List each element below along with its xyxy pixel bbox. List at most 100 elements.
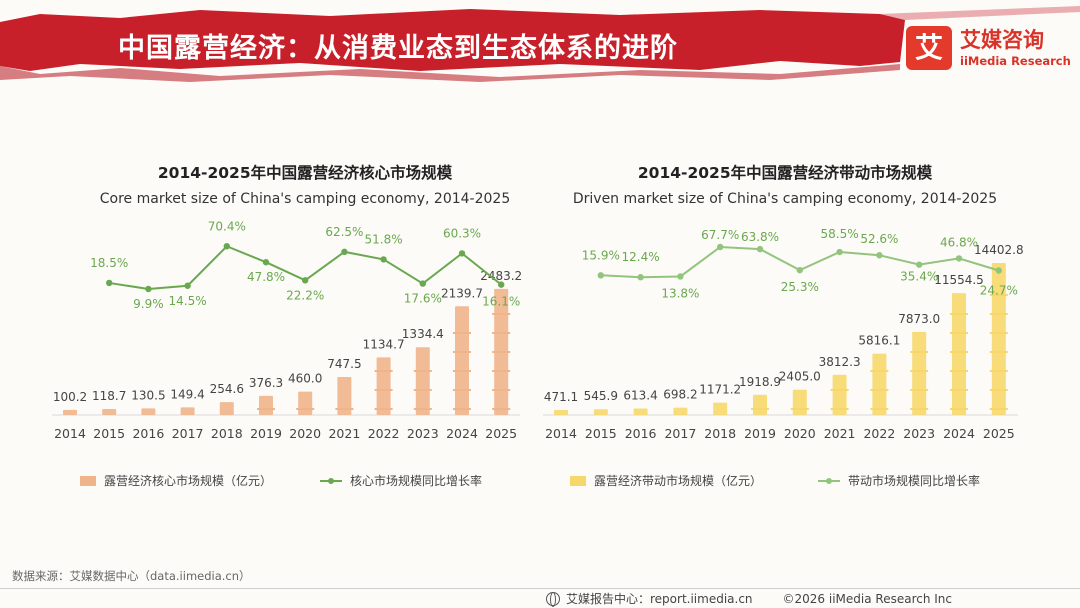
driven-bar xyxy=(673,407,688,415)
driven-value-label: 1171.2 xyxy=(699,383,741,397)
core-x-tick-label: 2014 xyxy=(54,426,86,441)
driven-bar xyxy=(952,293,966,415)
core-value-label: 1334.4 xyxy=(402,327,444,341)
core-value-label: 460.0 xyxy=(288,372,322,386)
driven-rate-point xyxy=(717,243,724,251)
core-x-tick-label: 2025 xyxy=(485,426,517,441)
core-rate-point xyxy=(498,281,505,288)
driven-value-label: 698.2 xyxy=(663,388,697,402)
driven-rate-label: 13.8% xyxy=(661,286,699,300)
driven-value-label: 11554.5 xyxy=(934,273,984,287)
driven-bar xyxy=(912,331,927,415)
core-bar xyxy=(455,306,469,415)
driven-rate-point xyxy=(756,245,764,253)
core-x-tick-label: 2021 xyxy=(328,426,360,441)
driven-rate-point xyxy=(995,267,1002,274)
core-bar xyxy=(298,391,313,415)
core-rate-point xyxy=(380,256,387,263)
core-rate-point xyxy=(302,277,309,284)
driven-rate-label: 46.8% xyxy=(940,235,978,249)
title-banner xyxy=(0,6,1080,82)
driven-value-label: 5816.1 xyxy=(858,334,900,348)
driven-rate-point xyxy=(876,252,883,259)
driven-chart-subtitle: Driven market size of China's camping ec… xyxy=(572,191,998,207)
core-rate-label: 62.5% xyxy=(325,225,363,239)
driven-bar xyxy=(593,409,608,415)
legend-driven-line: 带动市场规模同比增长率 xyxy=(818,472,980,489)
core-bar xyxy=(415,347,430,415)
driven-x-tick-label: 2019 xyxy=(744,426,776,441)
driven-value-label: 14402.8 xyxy=(974,243,1024,257)
driven-x-tick-label: 2025 xyxy=(983,426,1015,441)
legend-core-bar: 露营经济核心市场规模（亿元） xyxy=(80,472,272,489)
core-bar xyxy=(141,408,156,415)
core-rate-point xyxy=(419,280,426,287)
legend-core-bar-swatch xyxy=(80,475,96,486)
core-rate-label: 17.6% xyxy=(404,292,442,306)
driven-rate-label: 15.9% xyxy=(582,248,620,262)
driven-x-tick-label: 2018 xyxy=(704,426,736,441)
core-rate-point xyxy=(341,248,348,256)
legend-driven-line-label: 带动市场规模同比增长率 xyxy=(848,474,981,488)
driven-rate-label: 35.4% xyxy=(900,270,938,284)
globe-icon xyxy=(546,591,560,607)
core-x-tick-label: 2016 xyxy=(132,426,164,441)
core-x-tick-label: 2018 xyxy=(211,426,243,441)
driven-value-label: 3812.3 xyxy=(819,355,861,369)
driven-x-tick-label: 2021 xyxy=(824,426,856,441)
driven-value-label: 545.9 xyxy=(584,389,618,403)
core-value-label: 130.5 xyxy=(131,388,165,402)
core-bar xyxy=(219,402,234,415)
core-rate-point xyxy=(145,285,152,293)
legend-driven-bar: 露营经济带动市场规模（亿元） xyxy=(570,472,762,489)
legend-core-line-swatch xyxy=(320,477,342,484)
core-rate-label: 47.8% xyxy=(247,270,285,284)
driven-x-tick-label: 2024 xyxy=(943,426,975,441)
driven-bar xyxy=(991,263,1006,415)
driven-x-tick-label: 2015 xyxy=(585,426,617,441)
brand-mark-icon: 艾 xyxy=(906,26,952,70)
legend-driven-bar-swatch xyxy=(570,475,586,486)
driven-bar xyxy=(753,394,767,415)
core-rate-point xyxy=(223,243,230,250)
driven-bar xyxy=(633,408,648,415)
core-value-label: 118.7 xyxy=(92,389,126,403)
legend-core-line-label: 核心市场规模同比增长率 xyxy=(350,474,483,488)
core-chart-title: 2014-2025年中国露营经济核心市场规模 xyxy=(157,164,453,182)
driven-rate-label: 24.7% xyxy=(980,283,1018,297)
driven-rate-label: 12.4% xyxy=(622,250,660,264)
core-x-tick-label: 2023 xyxy=(407,426,439,441)
driven-value-label: 1918.9 xyxy=(739,375,781,389)
driven-x-tick-label: 2020 xyxy=(784,426,816,441)
driven-value-label: 7873.0 xyxy=(898,312,940,326)
brand-name-cn: 艾媒咨询 xyxy=(960,28,1044,52)
core-value-label: 2139.7 xyxy=(441,286,483,300)
driven-x-tick-label: 2017 xyxy=(664,426,696,441)
core-value-label: 376.3 xyxy=(249,376,283,390)
driven-bar xyxy=(832,374,847,415)
driven-value-label: 613.4 xyxy=(623,389,657,403)
driven-rate-point xyxy=(796,266,803,274)
driven-rate-label: 52.6% xyxy=(860,232,898,246)
core-rate-point xyxy=(262,259,270,266)
core-bar xyxy=(102,408,117,415)
core-value-label: 1134.7 xyxy=(363,337,405,351)
core-rate-label: 70.4% xyxy=(208,219,246,233)
driven-value-label: 2405.0 xyxy=(779,370,821,384)
driven-chart-title: 2014-2025年中国露营经济带动市场规模 xyxy=(637,164,933,182)
core-bar xyxy=(259,395,273,415)
driven-rate-label: 67.7% xyxy=(701,228,739,242)
brand-name-en: iiMedia Research xyxy=(960,54,1071,68)
core-bar xyxy=(337,377,352,415)
footer-divider xyxy=(0,588,1080,589)
driven-x-tick-label: 2023 xyxy=(903,426,935,441)
report-center-link[interactable]: 艾媒报告中心：report.iimedia.cn xyxy=(566,592,753,606)
core-rate-point xyxy=(184,282,191,289)
core-rate-label: 16.1% xyxy=(482,295,520,309)
core-value-label: 2483.2 xyxy=(480,269,522,283)
core-x-tick-label: 2020 xyxy=(289,426,321,441)
core-rate-label: 18.5% xyxy=(90,256,128,270)
driven-rate-point xyxy=(955,255,963,262)
core-bar xyxy=(63,409,77,415)
driven-x-tick-label: 2022 xyxy=(863,426,895,441)
